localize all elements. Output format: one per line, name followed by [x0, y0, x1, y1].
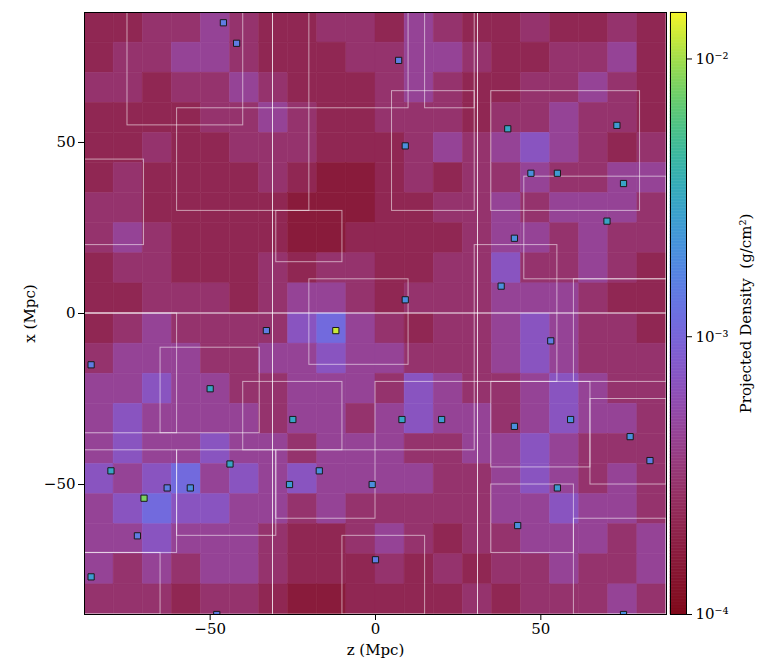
svg-text:10⁻³: 10⁻³ — [696, 328, 729, 346]
svg-text:Projected Density (g/cm²): Projected Density (g/cm²) — [737, 214, 755, 414]
svg-text:−50: −50 — [194, 620, 226, 638]
svg-text:50: 50 — [56, 133, 75, 151]
svg-text:10⁻²: 10⁻² — [696, 50, 729, 68]
svg-text:10⁻⁴: 10⁻⁴ — [696, 605, 729, 623]
svg-text:−50: −50 — [44, 475, 76, 493]
svg-text:50: 50 — [531, 620, 550, 638]
svg-text:0: 0 — [66, 304, 76, 322]
svg-text:z (Mpc): z (Mpc) — [347, 641, 405, 659]
svg-text:x (Mpc): x (Mpc) — [21, 284, 39, 342]
svg-text:0: 0 — [371, 620, 381, 638]
